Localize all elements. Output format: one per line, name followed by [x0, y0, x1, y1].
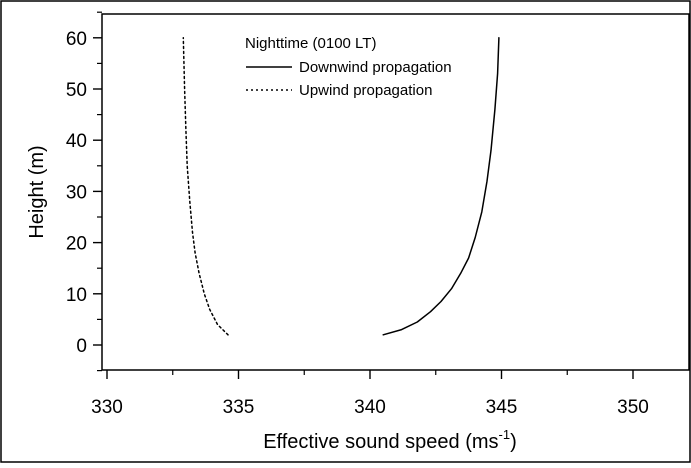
- legend-label-downwind: Downwind propagation: [299, 59, 452, 76]
- series-layer: [182, 37, 500, 336]
- legend: Nighttime (0100 LT) Downwind propagation…: [245, 35, 452, 99]
- y-tick-label: 50: [66, 80, 87, 101]
- series-line-downwind-propagation: [382, 37, 500, 336]
- series-line-upwind-propagation: [182, 37, 229, 336]
- y-tick-label: 30: [66, 182, 87, 203]
- legend-title: Nighttime (0100 LT): [245, 35, 376, 52]
- y-tick-label: 20: [66, 234, 87, 255]
- y-tick-label: 60: [66, 29, 87, 50]
- x-axis-label-sup: -1: [499, 427, 511, 442]
- x-axis-label: Effective sound speed (ms-1): [263, 427, 517, 453]
- y-tick-label: 0: [76, 336, 87, 357]
- y-axis-label: Height (m): [26, 145, 48, 238]
- x-tick-label: 330: [91, 397, 123, 418]
- x-tick-label: 335: [223, 397, 255, 418]
- legend-label-upwind: Upwind propagation: [299, 82, 432, 99]
- axis-ticks: 330 335 340 345 350 0 10 20 30 40 50 60: [66, 11, 649, 418]
- x-tick-label: 350: [617, 397, 649, 418]
- x-tick-label: 345: [486, 397, 518, 418]
- y-tick-label: 40: [66, 131, 87, 152]
- x-tick-label: 340: [354, 397, 386, 418]
- y-tick-label: 10: [66, 285, 87, 306]
